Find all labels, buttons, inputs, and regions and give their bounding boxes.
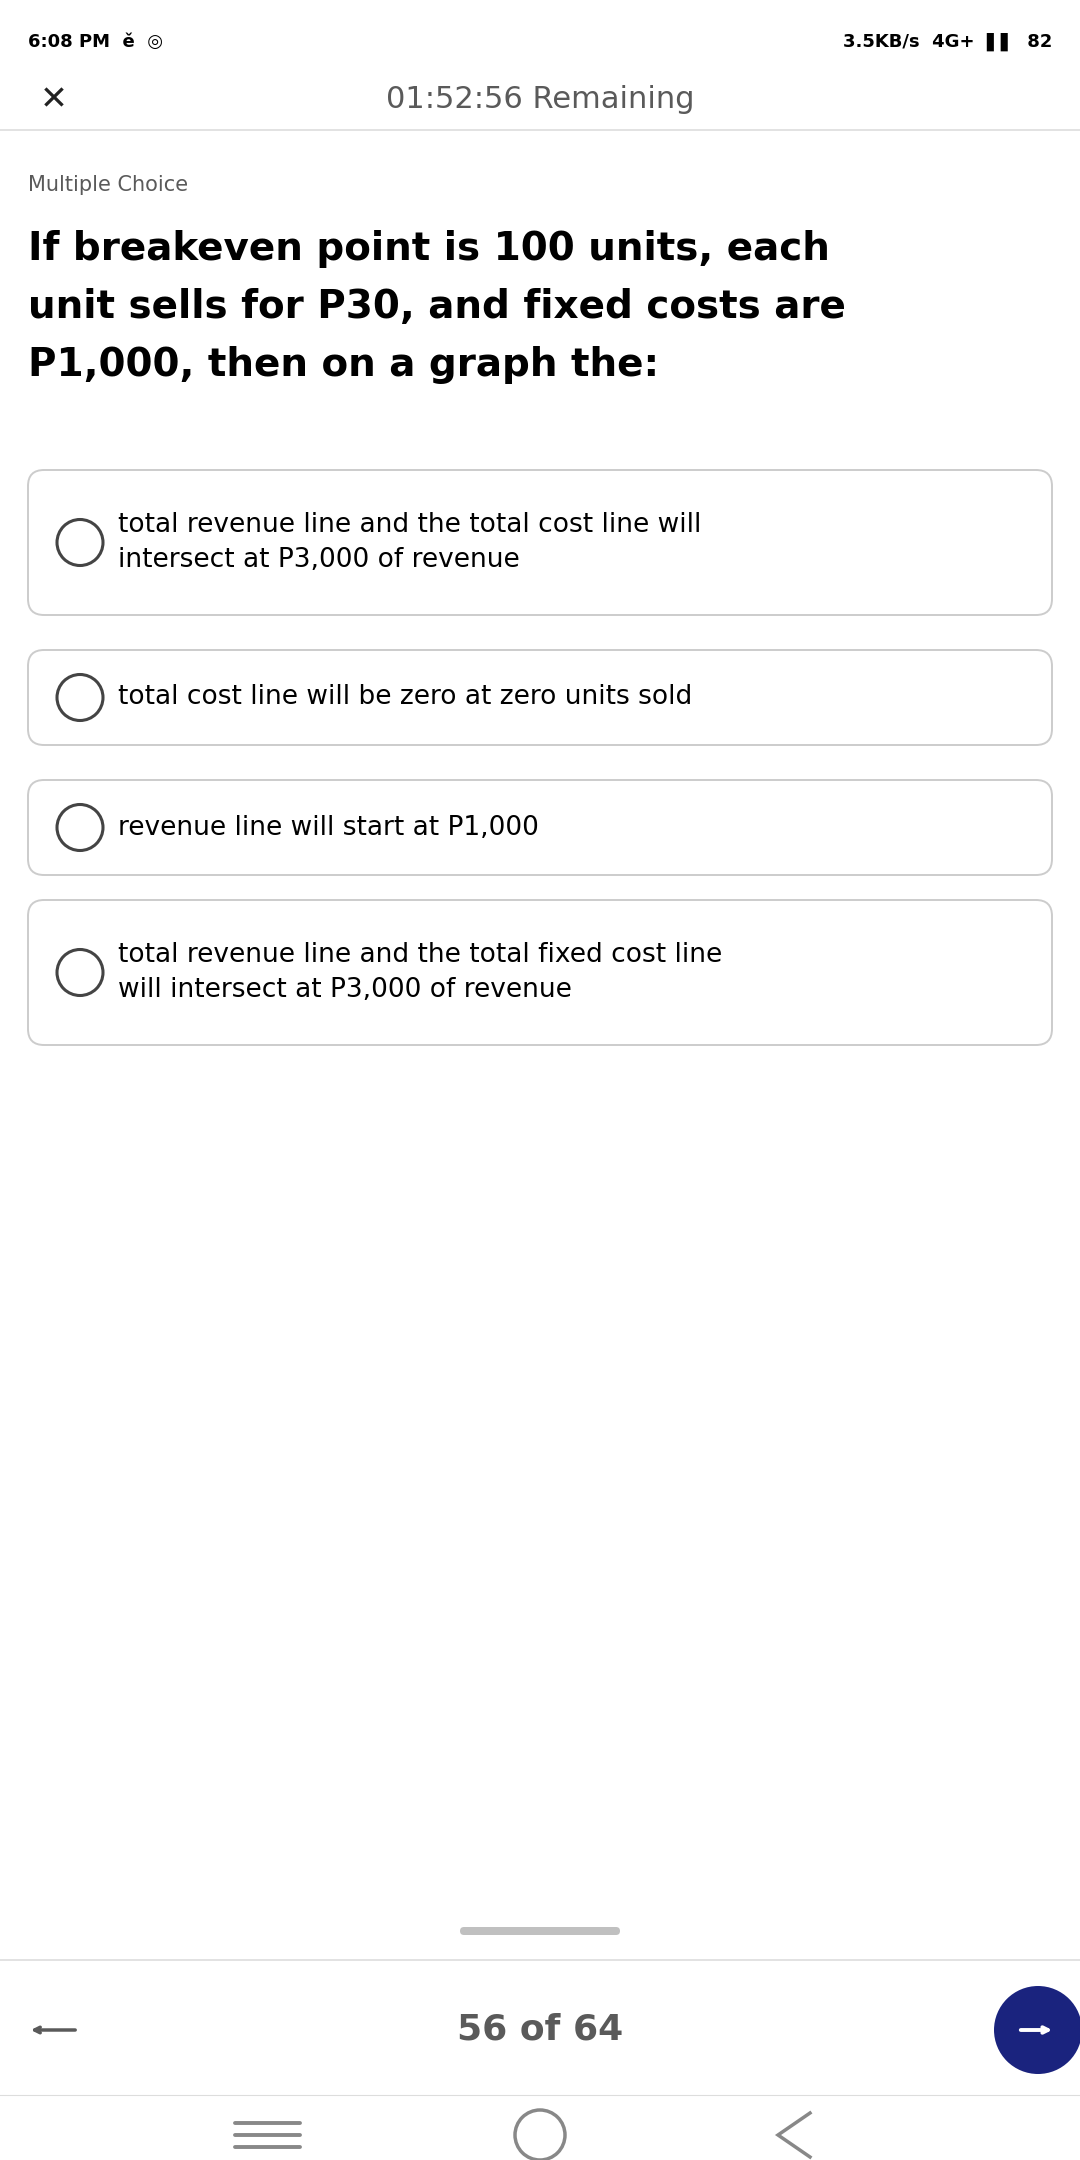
FancyBboxPatch shape: [460, 1927, 620, 1935]
Text: 56 of 64: 56 of 64: [457, 2013, 623, 2048]
Text: revenue line will start at P1,000: revenue line will start at P1,000: [118, 814, 539, 840]
Text: If breakeven point is 100 units, each: If breakeven point is 100 units, each: [28, 229, 829, 268]
Text: P1,000, then on a graph the:: P1,000, then on a graph the:: [28, 346, 659, 384]
Text: 01:52:56 Remaining: 01:52:56 Remaining: [386, 86, 694, 114]
Text: 6:08 PM  ě  ◎: 6:08 PM ě ◎: [28, 32, 163, 52]
Circle shape: [57, 674, 103, 721]
Text: 3.5KB/s  4G+  ▌▌  82: 3.5KB/s 4G+ ▌▌ 82: [842, 32, 1052, 52]
FancyBboxPatch shape: [28, 780, 1052, 875]
Circle shape: [57, 521, 103, 566]
FancyBboxPatch shape: [28, 471, 1052, 616]
Text: total revenue line and the total fixed cost line
will intersect at P3,000 of rev: total revenue line and the total fixed c…: [118, 942, 723, 1002]
Circle shape: [57, 950, 103, 996]
FancyBboxPatch shape: [28, 650, 1052, 745]
Text: total revenue line and the total cost line will
intersect at P3,000 of revenue: total revenue line and the total cost li…: [118, 512, 701, 572]
Circle shape: [994, 1985, 1080, 2074]
Text: ✕: ✕: [40, 84, 68, 117]
Text: total cost line will be zero at zero units sold: total cost line will be zero at zero uni…: [118, 685, 692, 711]
Text: unit sells for P30, and fixed costs are: unit sells for P30, and fixed costs are: [28, 287, 846, 326]
Circle shape: [57, 804, 103, 851]
FancyBboxPatch shape: [28, 901, 1052, 1045]
Text: Multiple Choice: Multiple Choice: [28, 175, 188, 194]
